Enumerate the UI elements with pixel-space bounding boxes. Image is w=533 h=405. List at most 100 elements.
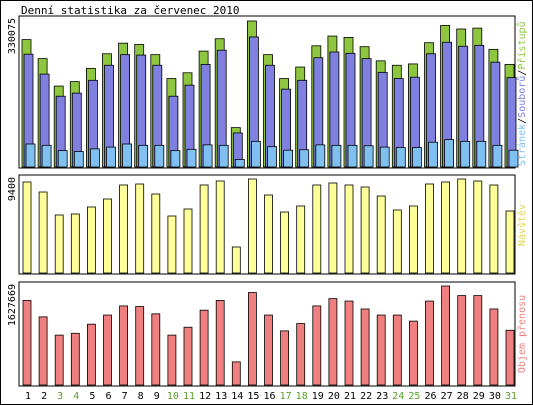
pages-bar xyxy=(508,149,519,168)
volume-bar xyxy=(296,323,306,386)
legend-separator: / xyxy=(517,70,528,76)
volume-bar xyxy=(135,306,145,386)
legend-pages: Stránek xyxy=(516,124,528,166)
visits-bar xyxy=(392,209,402,274)
chart-title: Denní statistika za červenec 2010 xyxy=(21,4,240,17)
volume-bar xyxy=(408,320,418,386)
volume-bar xyxy=(441,285,451,386)
pages-bar xyxy=(299,149,310,168)
volume-bar xyxy=(328,298,338,386)
pages-bar xyxy=(90,148,100,168)
pages-bar xyxy=(154,144,165,168)
pages-bar xyxy=(411,147,422,168)
pages-bar xyxy=(460,140,471,168)
day-label: 14 xyxy=(231,391,243,402)
pages-bar xyxy=(315,144,326,168)
visits-bar xyxy=(103,198,112,274)
volume-bar xyxy=(87,323,96,386)
day-label: 9 xyxy=(154,391,160,402)
day-label: 25 xyxy=(408,391,420,402)
pages-bar xyxy=(379,146,390,168)
legend-separator: / xyxy=(517,118,528,124)
pages-bar xyxy=(186,148,197,168)
volume-bar xyxy=(231,361,241,386)
volume-bar xyxy=(54,334,64,386)
day-label: 26 xyxy=(424,391,436,402)
pages-bar xyxy=(234,159,245,168)
legend-hits: Přístupů xyxy=(516,21,528,69)
visits-bar xyxy=(54,214,64,274)
volume-bar xyxy=(167,334,177,386)
volume-bar xyxy=(360,308,370,386)
volume-bar xyxy=(22,300,32,386)
day-label: 21 xyxy=(344,391,356,402)
volume-bar xyxy=(280,330,290,386)
pages-bar xyxy=(476,140,487,168)
visits-bar xyxy=(489,184,499,274)
volume-bar xyxy=(151,313,161,386)
visits-legend: Návštěv xyxy=(516,204,528,246)
visits-bar xyxy=(247,178,257,274)
visits-bar xyxy=(328,182,338,274)
pages-bar xyxy=(138,144,149,168)
volume-bar xyxy=(489,308,499,386)
day-label: 23 xyxy=(376,391,388,402)
volume-bar xyxy=(119,305,128,386)
pages-bar xyxy=(25,143,36,168)
pages-bar xyxy=(250,140,261,168)
visits-bar xyxy=(344,184,354,274)
day-label: 15 xyxy=(247,391,259,402)
visits-bar xyxy=(70,213,80,274)
day-label: 11 xyxy=(183,391,195,402)
visits-bar xyxy=(360,186,370,274)
day-label: 17 xyxy=(280,391,292,402)
visits-ymax-label: 9400 xyxy=(7,177,18,201)
volume-legend: Objem přenosu xyxy=(516,295,528,373)
visits-bar xyxy=(296,205,306,274)
volume-bar xyxy=(103,314,112,386)
day-label: 29 xyxy=(473,391,485,402)
day-label: 27 xyxy=(441,391,453,402)
volume-bar xyxy=(247,292,257,386)
pages-bar xyxy=(444,139,455,168)
volume-bar xyxy=(38,316,48,386)
legend-files: Souborů xyxy=(516,76,528,118)
pages-bar xyxy=(428,141,438,168)
volume-bar xyxy=(344,300,354,386)
visits-bar xyxy=(264,194,273,274)
volume-bar xyxy=(264,314,273,386)
pages-bar xyxy=(347,144,358,168)
day-label: 30 xyxy=(489,391,501,402)
visits-bar xyxy=(408,205,418,274)
visits-bar xyxy=(280,211,290,274)
day-label: 20 xyxy=(328,391,340,402)
day-label: 19 xyxy=(312,391,324,402)
visits-bar xyxy=(22,181,32,274)
volume-bar xyxy=(473,295,483,386)
day-label: 28 xyxy=(457,391,469,402)
day-label: 22 xyxy=(360,391,372,402)
volume-bar xyxy=(70,332,80,386)
visits-bar xyxy=(441,181,451,274)
pages-bar xyxy=(170,150,181,168)
hits-ymax-label: 330075 xyxy=(7,18,18,54)
visits-bar xyxy=(135,183,145,274)
pages-bar xyxy=(331,144,342,168)
day-label: 13 xyxy=(215,391,227,402)
pages-bar xyxy=(202,144,213,168)
volume-bar xyxy=(392,314,402,386)
volume-ymax-label: 1627669 xyxy=(7,284,18,326)
day-label: 18 xyxy=(296,391,308,402)
visits-bar xyxy=(183,208,193,274)
day-label: 3 xyxy=(57,391,63,402)
day-label: 24 xyxy=(392,391,404,402)
day-label: 8 xyxy=(138,391,144,402)
pages-bar xyxy=(267,146,277,168)
visits-bar xyxy=(38,191,48,274)
pages-bar xyxy=(395,147,406,168)
volume-bar xyxy=(425,300,434,386)
volume-bar xyxy=(505,329,515,386)
visits-bar xyxy=(87,206,96,274)
visits-bar xyxy=(312,184,322,274)
